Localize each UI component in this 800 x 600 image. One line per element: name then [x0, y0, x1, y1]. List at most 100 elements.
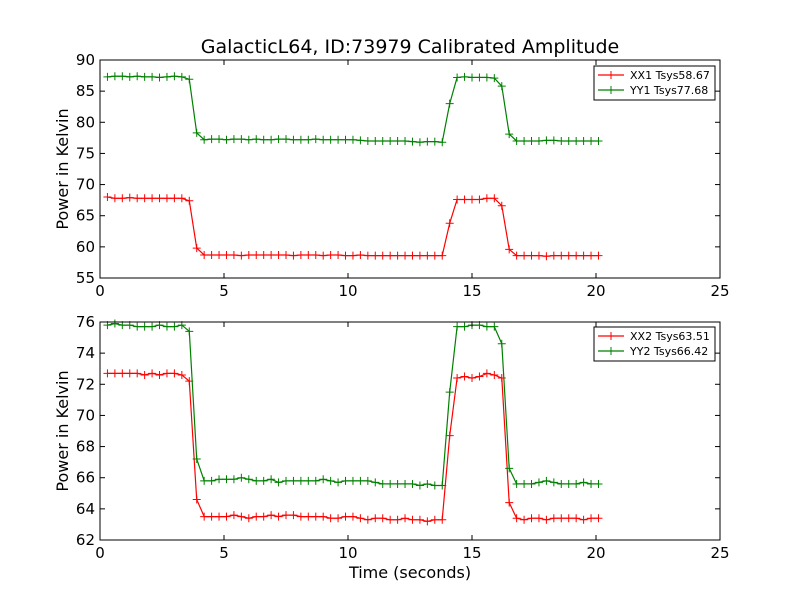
- top-series-0-point-53: [497, 201, 506, 210]
- top-series-1-point-50: [475, 73, 484, 82]
- bottom-series-1-point-18: [237, 473, 246, 482]
- top-y-tick-label-2: 65: [76, 207, 95, 225]
- bottom-series-0-point-7: [155, 370, 164, 379]
- bottom-series-0-point-38: [386, 515, 395, 524]
- top-series-0-point-46: [445, 219, 454, 228]
- bottom-panel: 0 5 10 15 20 25 62 64 66 68 70 72 74 76 Power in Kelv…: [53, 313, 730, 582]
- bottom-series-0-point-16: [222, 512, 231, 521]
- bottom-series-1-point-9: [170, 322, 179, 331]
- bottom-series-0-point-55: [512, 514, 521, 523]
- top-series-0-point-25: [289, 251, 298, 260]
- bottom-series-0-point-51: [482, 369, 491, 378]
- bottom-series-0-point-62: [564, 514, 573, 523]
- bottom-series-1-point-51: [482, 322, 491, 331]
- bottom-x-tick-label-4: 20: [586, 544, 605, 562]
- bottom-series-1-point-15: [215, 475, 224, 484]
- top-series-0-point-4: [133, 194, 142, 203]
- top-series-0-point-59: [542, 252, 551, 261]
- bottom-series-1-point-45: [438, 481, 447, 490]
- top-plot-frame: [99, 59, 721, 279]
- top-y-tick-label-0: 55: [76, 269, 95, 287]
- bottom-series-0-point-12: [192, 495, 201, 504]
- bottom-series-0-point-14: [207, 512, 216, 521]
- top-series-0-point-16: [222, 250, 231, 259]
- top-series-0-point-49: [468, 195, 476, 204]
- top-series-1-point-49: [468, 73, 476, 82]
- top-series-layer: [103, 72, 603, 261]
- top-series-1-point-35: [363, 136, 372, 145]
- top-series-0-point-44: [430, 251, 439, 260]
- bottom-series-1-point-28: [311, 476, 320, 485]
- top-series-1-point-54: [505, 130, 514, 139]
- bottom-y-tick-label-2: 66: [76, 469, 95, 487]
- bottom-series-0-point-56: [520, 515, 529, 524]
- top-series-0-point-62: [564, 251, 573, 260]
- bottom-series-0-point-50: [475, 372, 484, 381]
- bottom-series-0-point-28: [311, 512, 320, 521]
- top-series-0-point-12: [192, 244, 201, 253]
- bottom-series-1-point-6: [148, 322, 157, 331]
- bottom-series-1-point-34: [356, 476, 365, 485]
- bottom-series-0-point-8: [162, 369, 171, 378]
- top-series-1-point-10: [177, 72, 186, 81]
- top-series-1-point-59: [542, 136, 551, 145]
- top-series-1-point-66: [594, 136, 603, 145]
- top-series-1-point-30: [326, 135, 335, 144]
- top-series-0-point-54: [505, 245, 514, 254]
- bottom-series-0-point-22: [267, 511, 276, 520]
- top-series-1-point-63: [572, 136, 581, 145]
- top-series-1-point-65: [587, 136, 596, 145]
- top-series-1-point-53: [497, 82, 506, 91]
- bottom-series-1-point-56: [520, 479, 529, 488]
- top-series-0-point-65: [587, 251, 596, 260]
- bottom-y-tick-label-4: 70: [76, 406, 95, 424]
- bottom-series-0-point-4: [133, 369, 142, 378]
- top-series-1-point-14: [207, 135, 216, 144]
- top-x-tick-label-5: 25: [710, 282, 729, 300]
- top-series-1-point-21: [259, 135, 268, 144]
- top-series-0-point-43: [423, 251, 432, 260]
- bottom-series-1-point-53: [497, 339, 506, 348]
- bottom-series-0-point-33: [348, 512, 357, 521]
- top-series-0-point-37: [378, 251, 387, 260]
- bottom-series-1-point-1: [110, 319, 119, 328]
- top-series-0-point-5: [140, 194, 149, 203]
- top-series-1-point-58: [534, 136, 543, 145]
- top-series-0-point-40: [401, 251, 410, 260]
- bottom-series-0-point-35: [363, 515, 372, 524]
- bottom-series-0-point-39: [393, 515, 402, 524]
- top-series-0-point-45: [438, 251, 447, 260]
- bottom-series-1-point-60: [549, 478, 558, 487]
- top-series-1-point-44: [430, 137, 439, 146]
- bottom-series-0-point-2: [118, 369, 127, 378]
- top-series-0-point-66: [594, 251, 603, 260]
- top-series-0-point-32: [341, 251, 350, 260]
- bottom-series-layer: [103, 319, 603, 526]
- top-series-1-point-5: [140, 72, 149, 81]
- bottom-series-1-point-32: [341, 476, 350, 485]
- bottom-series-0-point-0: [103, 369, 112, 378]
- top-series-1-point-52: [490, 74, 499, 83]
- top-y-axis-label: Power in Kelvin: [53, 108, 72, 229]
- bottom-series-1-point-19: [244, 475, 253, 484]
- top-series-1-point-4: [133, 72, 142, 81]
- top-series-0-point-26: [296, 250, 305, 259]
- bottom-series-1-point-43: [423, 479, 432, 488]
- top-legend-box: [593, 65, 716, 101]
- bottom-series-1-point-30: [326, 476, 335, 485]
- top-series-1-point-20: [252, 135, 261, 144]
- top-panel: 0 5 10 15 20 25 55 60 65 70 75 80 85 90 Power in Kelv…: [53, 51, 730, 300]
- top-series-0-point-58: [534, 251, 543, 260]
- bottom-series-0-point-58: [534, 514, 543, 523]
- bottom-x-tick-label-0: 0: [95, 544, 105, 562]
- top-legend: XX1 Tsys58.67 YY1 Tsys77.68: [593, 65, 716, 101]
- top-y-tick-label-5: 80: [76, 113, 95, 131]
- top-series-1-point-6: [148, 72, 157, 81]
- bottom-series-1-point-46: [445, 388, 454, 397]
- bottom-series-1-point-17: [229, 475, 238, 484]
- top-series-1-point-18: [237, 135, 246, 144]
- top-y-tick-label-3: 70: [76, 176, 95, 194]
- bottom-series-0-point-47: [453, 374, 462, 383]
- top-series-1-point-0: [103, 72, 112, 81]
